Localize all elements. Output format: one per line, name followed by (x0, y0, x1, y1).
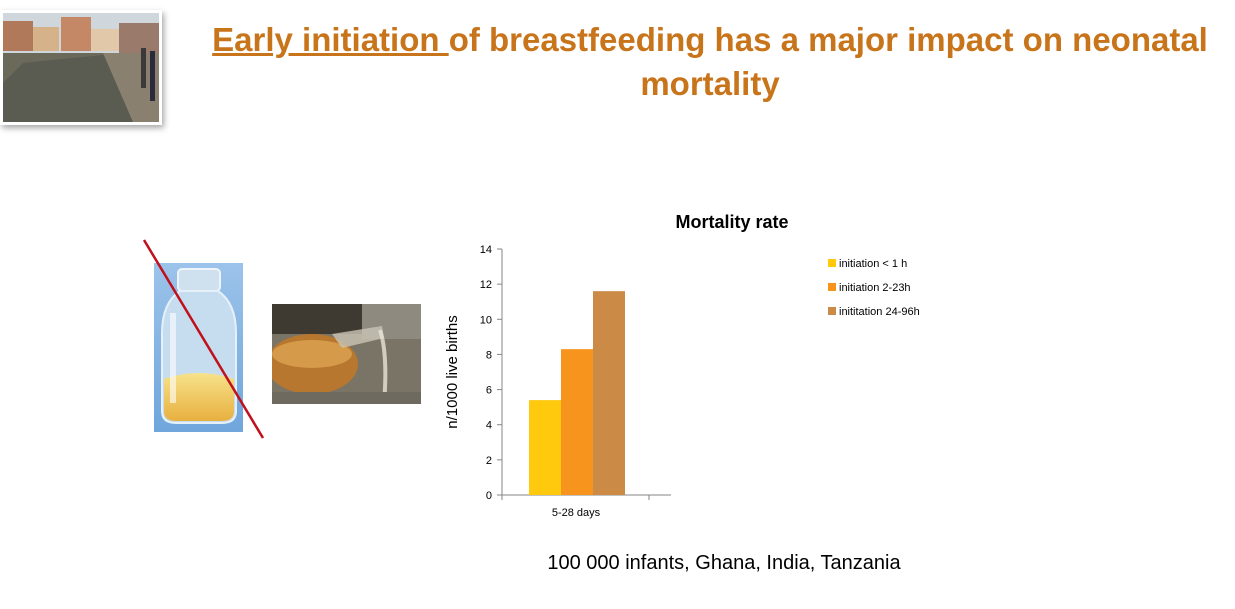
slide-title: Early initiation of breastfeeding has a … (195, 18, 1225, 106)
y-tick-label: 8 (486, 349, 492, 361)
pouring-liquid-photo (272, 304, 421, 404)
x-category-label: 5-28 days (552, 507, 601, 519)
bar-3 (593, 291, 625, 495)
y-tick-label: 2 (486, 455, 492, 467)
y-tick-label: 0 (486, 490, 492, 502)
milk-bottle-photo (154, 263, 243, 432)
y-tick-label: 12 (480, 279, 492, 291)
mortality-chart: Mortality rate 0 2 4 6 8 10 12 14 5-28 days n/1… (444, 212, 920, 519)
y-tick-label: 6 (486, 385, 492, 397)
legend: initiation < 1 h initiation 2-23h inititat… (828, 258, 920, 318)
y-axis-label: n/1000 live births (444, 315, 461, 428)
bars-group (529, 291, 625, 495)
y-axis-ticks: 0 2 4 6 8 10 12 14 (480, 244, 650, 502)
legend-swatch-1 (828, 259, 836, 267)
legend-swatch-2 (828, 283, 836, 291)
chart-title: Mortality rate (675, 212, 788, 232)
legend-label-3: inititation 24-96h (839, 306, 920, 318)
y-tick-label: 4 (486, 420, 492, 432)
legend-swatch-3 (828, 307, 836, 315)
crossout-line (142, 239, 265, 439)
crossout-stroke (142, 239, 265, 439)
y-tick-label: 10 (480, 314, 492, 326)
bar-2 (561, 349, 593, 495)
canal-photo (0, 10, 162, 125)
study-footnote: 100 000 infants, Ghana, India, Tanzania (547, 552, 901, 574)
legend-label-1: initiation < 1 h (839, 258, 907, 270)
y-tick-label: 14 (480, 244, 492, 256)
slide-title-rest: of breastfeeding has a major impact on n… (448, 21, 1208, 102)
legend-label-2: initiation 2-23h (839, 282, 911, 294)
bar-1 (529, 400, 561, 495)
slide-title-emphasis: Early initiation (212, 21, 449, 58)
